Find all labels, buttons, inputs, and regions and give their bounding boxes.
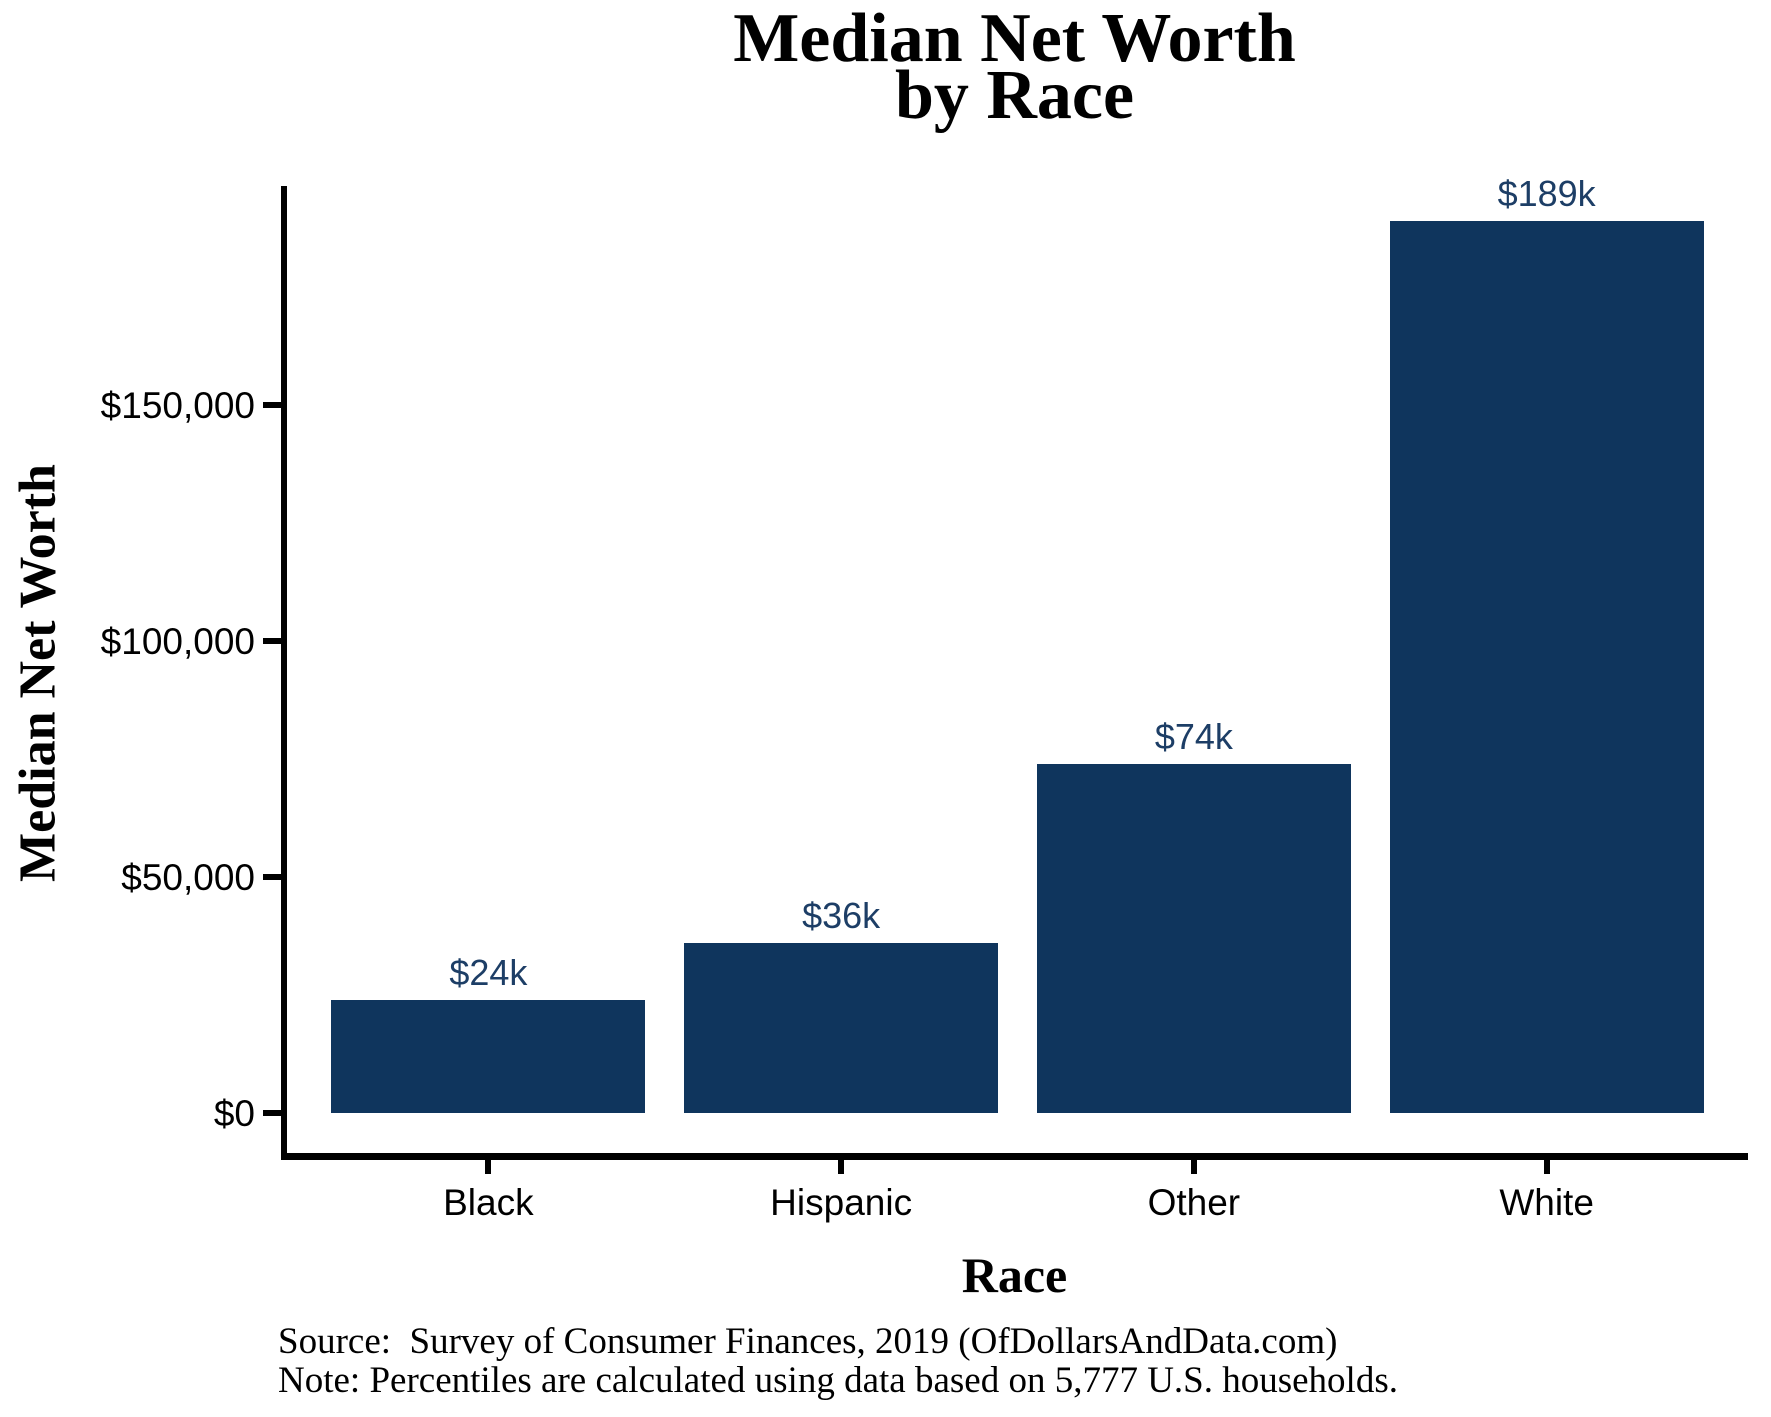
chart-title: Median Net Worth by Race: [281, 0, 1748, 135]
y-tick-label: $0: [213, 1093, 255, 1134]
y-tick-mark: [263, 1110, 281, 1116]
caption-source: Source: Survey of Consumer Finances, 201…: [278, 1321, 1338, 1362]
bar-value-label: $189k: [1497, 173, 1596, 215]
bars-layer: $24k $36k $74k $189k: [287, 173, 1748, 1113]
y-tick-mark: [263, 402, 281, 409]
bar-black: $24k: [331, 952, 646, 1113]
bar-other: $74k: [1036, 716, 1351, 1113]
bar-hispanic: $36k: [684, 895, 999, 1113]
bar-slot: $189k: [1370, 173, 1723, 1113]
x-tick-label: Other: [1147, 1182, 1241, 1223]
bar-slot: $74k: [1018, 186, 1371, 1113]
x-axis-cell: White: [1370, 1160, 1723, 1224]
plot-panel: $24k $36k $74k $189k: [281, 173, 1748, 1160]
x-axis-title: Race: [961, 1247, 1068, 1303]
y-axis-title: Median Net Worth: [9, 464, 67, 882]
caption: Source: Survey of Consumer Finances, 201…: [278, 1322, 1398, 1400]
y-tick-label: $50,000: [121, 857, 255, 899]
x-tick-label: White: [1499, 1182, 1594, 1223]
x-tick-label: Hispanic: [770, 1182, 913, 1223]
y-tick-mark: [263, 638, 281, 645]
x-tick-label: Black: [443, 1182, 534, 1223]
x-axis-cell: Black: [312, 1160, 665, 1224]
x-tick-mark: [1190, 1160, 1197, 1174]
x-tick-mark: [485, 1160, 492, 1174]
x-axis-cell: Other: [1018, 1160, 1371, 1224]
bar-slot: $24k: [312, 186, 665, 1113]
bar-white: $189k: [1389, 173, 1704, 1113]
x-axis-cell: Hispanic: [665, 1160, 1018, 1224]
bar-slot: $36k: [665, 186, 1018, 1113]
bar-value-label: $36k: [802, 895, 881, 937]
y-tick-mark: [263, 874, 281, 881]
x-tick-mark: [1543, 1160, 1550, 1174]
bar-value-label: $74k: [1154, 715, 1233, 757]
chart-title-line1: Median Net Worth: [733, 0, 1296, 77]
x-axis-layer: Black Hispanic Other White: [287, 1160, 1748, 1224]
bar-value-label: $24k: [449, 951, 528, 993]
chart-title-line2: by Race: [894, 57, 1135, 135]
y-tick-label: $150,000: [100, 385, 255, 427]
x-tick-mark: [838, 1160, 845, 1174]
y-tick-label: $100,000: [100, 621, 255, 663]
caption-note: Note: Percentiles are calculated using d…: [278, 1360, 1398, 1401]
